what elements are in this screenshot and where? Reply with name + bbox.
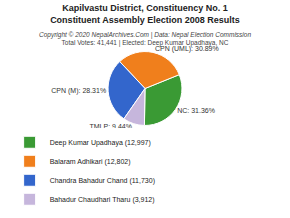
svg-text:Deep Kumar Upadhaya (12,997): Deep Kumar Upadhaya (12,997) xyxy=(50,139,151,147)
svg-text:CPN (M): 28.31%: CPN (M): 28.31% xyxy=(51,87,106,95)
svg-text:Balaram Adhikari (12,802): Balaram Adhikari (12,802) xyxy=(50,158,131,166)
svg-text:TMLP: 9.44%: TMLP: 9.44% xyxy=(89,123,132,131)
svg-text:Copyright © 2020 NepalArchives: Copyright © 2020 NepalArchives.Com | Dat… xyxy=(39,31,251,47)
svg-text:CPN (UML): 30.89%: CPN (UML): 30.89% xyxy=(155,45,219,53)
svg-text:Kapilvastu District, Constitue: Kapilvastu District, Constituency No. 1C… xyxy=(50,3,240,25)
svg-text:Bahadur Chaudhari Tharu (3,912: Bahadur Chaudhari Tharu (3,912) xyxy=(50,196,155,204)
svg-text:Chandra Bahadur Chand (11,730): Chandra Bahadur Chand (11,730) xyxy=(50,177,155,185)
svg-text:NC: 31.36%: NC: 31.36% xyxy=(177,107,215,114)
